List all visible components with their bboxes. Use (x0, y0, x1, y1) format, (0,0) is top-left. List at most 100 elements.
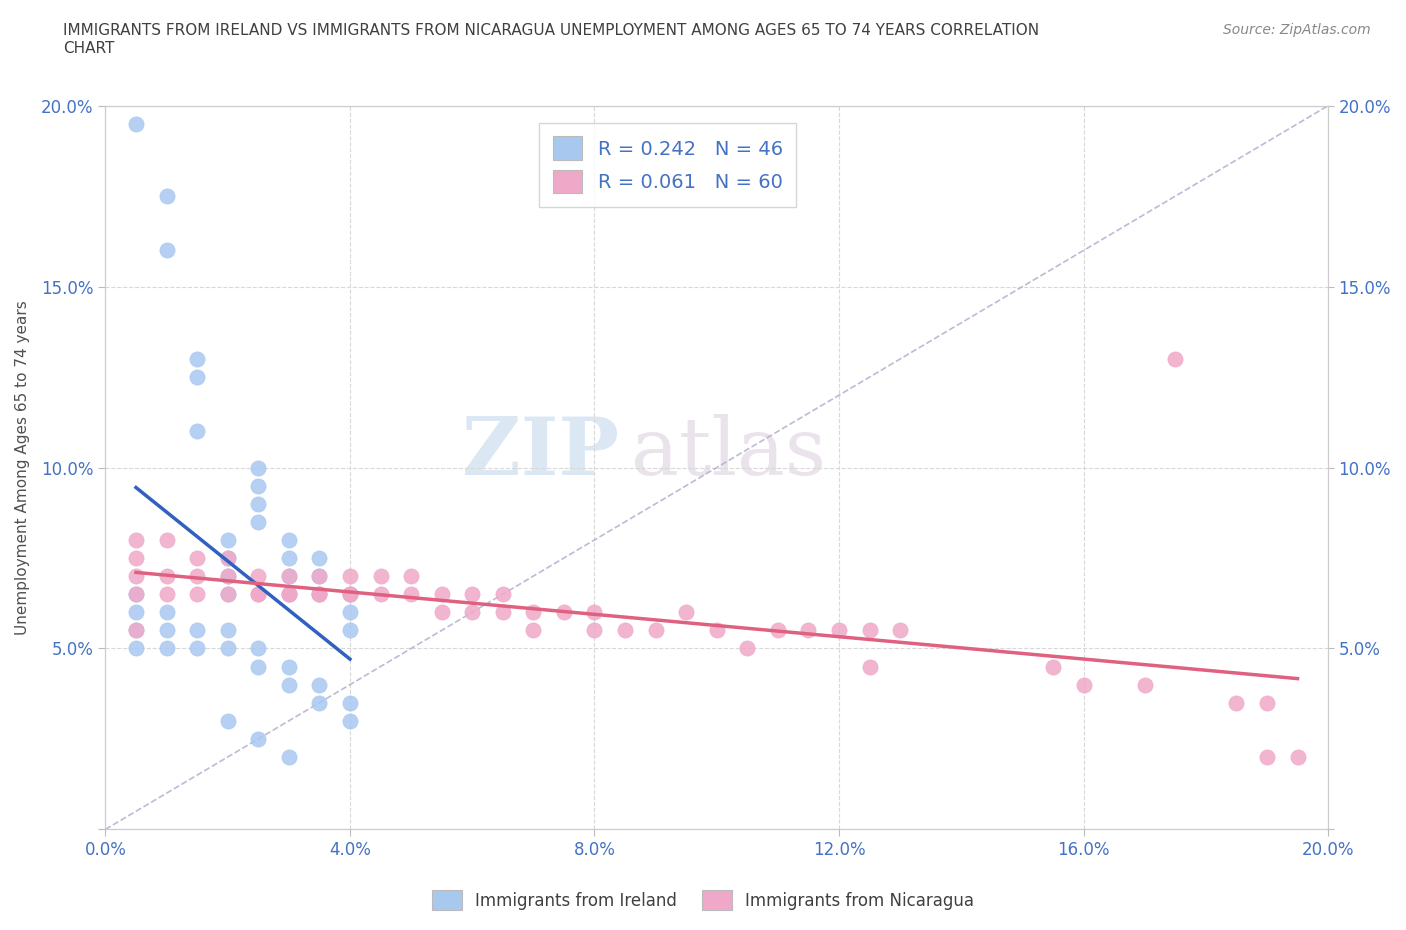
Point (1164, 352, 1187, 366)
Point (706, 623, 728, 638)
Point (308, 587, 330, 602)
Point (186, 352, 208, 366)
Point (277, 587, 299, 602)
Point (217, 623, 239, 638)
Point (217, 641, 239, 656)
Point (247, 460, 270, 475)
Point (644, 623, 666, 638)
Point (308, 551, 330, 565)
Point (583, 604, 606, 619)
Point (339, 587, 361, 602)
Point (217, 568, 239, 583)
Point (217, 551, 239, 565)
Point (461, 587, 484, 602)
Point (277, 677, 299, 692)
Point (308, 696, 330, 711)
Point (858, 623, 880, 638)
Point (247, 641, 270, 656)
Point (339, 623, 361, 638)
Point (125, 623, 148, 638)
Point (583, 623, 606, 638)
Point (186, 424, 208, 439)
Point (339, 568, 361, 583)
Point (828, 623, 851, 638)
Point (217, 587, 239, 602)
Point (247, 497, 270, 512)
Point (339, 587, 361, 602)
Y-axis label: Unemployment Among Ages 65 to 74 years: Unemployment Among Ages 65 to 74 years (15, 300, 30, 635)
Point (370, 568, 392, 583)
Point (155, 189, 177, 204)
Point (217, 533, 239, 548)
Point (308, 677, 330, 692)
Point (277, 659, 299, 674)
Point (522, 604, 544, 619)
Point (1256, 696, 1278, 711)
Point (339, 713, 361, 728)
Point (370, 587, 392, 602)
Point (247, 478, 270, 493)
Text: IMMIGRANTS FROM IRELAND VS IMMIGRANTS FROM NICARAGUA UNEMPLOYMENT AMONG AGES 65 : IMMIGRANTS FROM IRELAND VS IMMIGRANTS FR… (63, 23, 1039, 56)
Point (339, 604, 361, 619)
Point (277, 533, 299, 548)
Point (125, 623, 148, 638)
Point (247, 659, 270, 674)
Point (125, 641, 148, 656)
Point (675, 604, 697, 619)
Point (125, 587, 148, 602)
Point (186, 568, 208, 583)
Point (125, 551, 148, 565)
Point (889, 623, 911, 638)
Point (125, 533, 148, 548)
Point (308, 568, 330, 583)
Point (430, 604, 453, 619)
Point (125, 116, 148, 131)
Point (125, 604, 148, 619)
Point (1133, 677, 1156, 692)
Point (155, 568, 177, 583)
Point (277, 587, 299, 602)
Point (247, 587, 270, 602)
Point (492, 587, 515, 602)
Point (217, 551, 239, 565)
Point (339, 587, 361, 602)
Point (308, 587, 330, 602)
Point (277, 551, 299, 565)
Point (1042, 659, 1064, 674)
Point (461, 604, 484, 619)
Point (186, 623, 208, 638)
Point (155, 587, 177, 602)
Point (308, 568, 330, 583)
Point (247, 732, 270, 747)
Point (553, 604, 575, 619)
Point (155, 243, 177, 258)
Point (522, 623, 544, 638)
Point (399, 568, 422, 583)
Legend: R = 0.242   N = 46, R = 0.061   N = 60: R = 0.242 N = 46, R = 0.061 N = 60 (540, 123, 796, 207)
Point (277, 568, 299, 583)
Point (155, 623, 177, 638)
Point (737, 641, 759, 656)
Point (155, 604, 177, 619)
Text: Source: ZipAtlas.com: Source: ZipAtlas.com (1223, 23, 1371, 37)
Point (125, 587, 148, 602)
Point (277, 587, 299, 602)
Point (125, 568, 148, 583)
Point (247, 587, 270, 602)
Point (1073, 677, 1095, 692)
Point (1286, 750, 1309, 764)
Point (1225, 696, 1247, 711)
Point (186, 369, 208, 384)
Point (339, 696, 361, 711)
Point (277, 568, 299, 583)
Point (1256, 750, 1278, 764)
Point (797, 623, 820, 638)
Point (858, 659, 880, 674)
Point (277, 750, 299, 764)
Point (217, 568, 239, 583)
Point (614, 623, 637, 638)
Point (186, 641, 208, 656)
Point (399, 587, 422, 602)
Text: atlas: atlas (631, 414, 827, 492)
Legend: Immigrants from Ireland, Immigrants from Nicaragua: Immigrants from Ireland, Immigrants from… (425, 884, 981, 917)
